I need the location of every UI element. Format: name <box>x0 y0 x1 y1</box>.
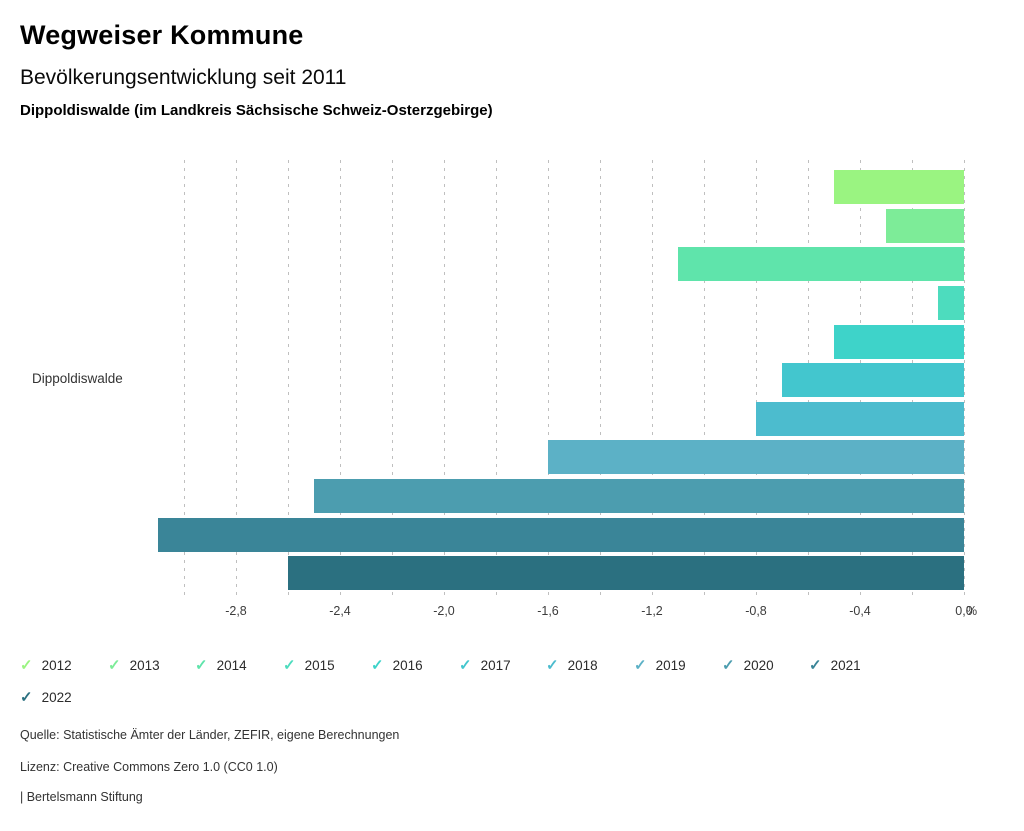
bar-2013[interactable] <box>886 209 964 243</box>
gridline--1.8 <box>496 160 497 600</box>
brand-note: | Bertelsmann Stiftung <box>20 790 143 804</box>
legend-item-2018[interactable]: ✓ 2018 <box>546 656 598 674</box>
x-tick-label--2,0: -2,0 <box>433 604 455 618</box>
checkmark-icon: ✓ <box>371 656 384 674</box>
checkmark-icon: ✓ <box>108 656 121 674</box>
x-tick-label--2,4: -2,4 <box>329 604 351 618</box>
x-axis-unit-label: % <box>966 604 978 618</box>
gridline--1.6 <box>548 160 549 600</box>
gridline--0.8 <box>756 160 757 600</box>
legend-year-label: 2014 <box>216 657 247 673</box>
gridline--2.4 <box>340 160 341 600</box>
legend-item-2022[interactable]: ✓ 2022 <box>20 688 72 706</box>
checkmark-icon: ✓ <box>722 656 735 674</box>
x-tick-label--0,4: -0,4 <box>849 604 871 618</box>
x-tick-label--1,2: -1,2 <box>641 604 663 618</box>
bar-2016[interactable] <box>834 325 964 359</box>
gridline--1.4 <box>600 160 601 600</box>
bar-2019[interactable] <box>548 440 964 474</box>
bar-chart-plot-area <box>155 160 967 600</box>
bar-2015[interactable] <box>938 286 964 320</box>
checkmark-icon: ✓ <box>546 656 559 674</box>
checkmark-icon: ✓ <box>20 656 33 674</box>
legend-year-label: 2017 <box>480 657 511 673</box>
license-note: Lizenz: Creative Commons Zero 1.0 (CC0 1… <box>20 760 278 774</box>
legend-year-label: 2019 <box>655 657 686 673</box>
legend-year-label: 2015 <box>304 657 335 673</box>
x-tick-label--0,8: -0,8 <box>745 604 767 618</box>
legend-year-label: 2021 <box>830 657 861 673</box>
gridline-0.0 <box>964 160 965 600</box>
bar-2012[interactable] <box>834 170 964 204</box>
legend-item-2021[interactable]: ✓ 2021 <box>809 656 861 674</box>
chart-region-subtitle: Dippoldiswalde (im Landkreis Sächsische … <box>20 102 493 119</box>
bar-2017[interactable] <box>782 363 964 397</box>
legend-item-2017[interactable]: ✓ 2017 <box>459 656 511 674</box>
legend-year-label: 2013 <box>129 657 160 673</box>
checkmark-icon: ✓ <box>459 656 472 674</box>
y-axis-category-label: Dippoldiswalde <box>32 371 123 386</box>
checkmark-icon: ✓ <box>20 688 33 706</box>
legend-item-2013[interactable]: ✓ 2013 <box>108 656 160 674</box>
legend-year-label: 2018 <box>567 657 598 673</box>
chart-title: Bevölkerungsentwicklung seit 2011 <box>20 66 347 89</box>
legend-year-label: 2016 <box>392 657 423 673</box>
x-tick-label-0,0: 0,0 <box>955 604 973 618</box>
gridline--2.6 <box>288 160 289 600</box>
gridline--2.8 <box>236 160 237 600</box>
legend-year-label: 2020 <box>743 657 774 673</box>
legend-item-2015[interactable]: ✓ 2015 <box>283 656 335 674</box>
x-tick-label--1,6: -1,6 <box>537 604 559 618</box>
gridline--3.0 <box>184 160 185 600</box>
legend-item-2012[interactable]: ✓ 2012 <box>20 656 72 674</box>
page-title: Wegweiser Kommune <box>20 20 304 50</box>
legend-item-2019[interactable]: ✓ 2019 <box>634 656 686 674</box>
x-tick-label--2,8: -2,8 <box>225 604 247 618</box>
bar-2020[interactable] <box>314 479 964 513</box>
bar-2021[interactable] <box>158 518 964 552</box>
legend-year-label: 2022 <box>41 689 72 705</box>
checkmark-icon: ✓ <box>809 656 822 674</box>
gridline--1.2 <box>652 160 653 600</box>
gridline--2.0 <box>444 160 445 600</box>
legend-item-2014[interactable]: ✓ 2014 <box>195 656 247 674</box>
legend-item-2020[interactable]: ✓ 2020 <box>722 656 774 674</box>
legend-item-2016[interactable]: ✓ 2016 <box>371 656 423 674</box>
bar-2022[interactable] <box>288 556 964 590</box>
gridline--2.2 <box>392 160 393 600</box>
checkmark-icon: ✓ <box>283 656 296 674</box>
checkmark-icon: ✓ <box>195 656 208 674</box>
gridline--1.0 <box>704 160 705 600</box>
bar-2018[interactable] <box>756 402 964 436</box>
bar-2014[interactable] <box>678 247 964 281</box>
legend-year-label: 2012 <box>41 657 72 673</box>
source-note: Quelle: Statistische Ämter der Länder, Z… <box>20 728 400 742</box>
checkmark-icon: ✓ <box>634 656 647 674</box>
